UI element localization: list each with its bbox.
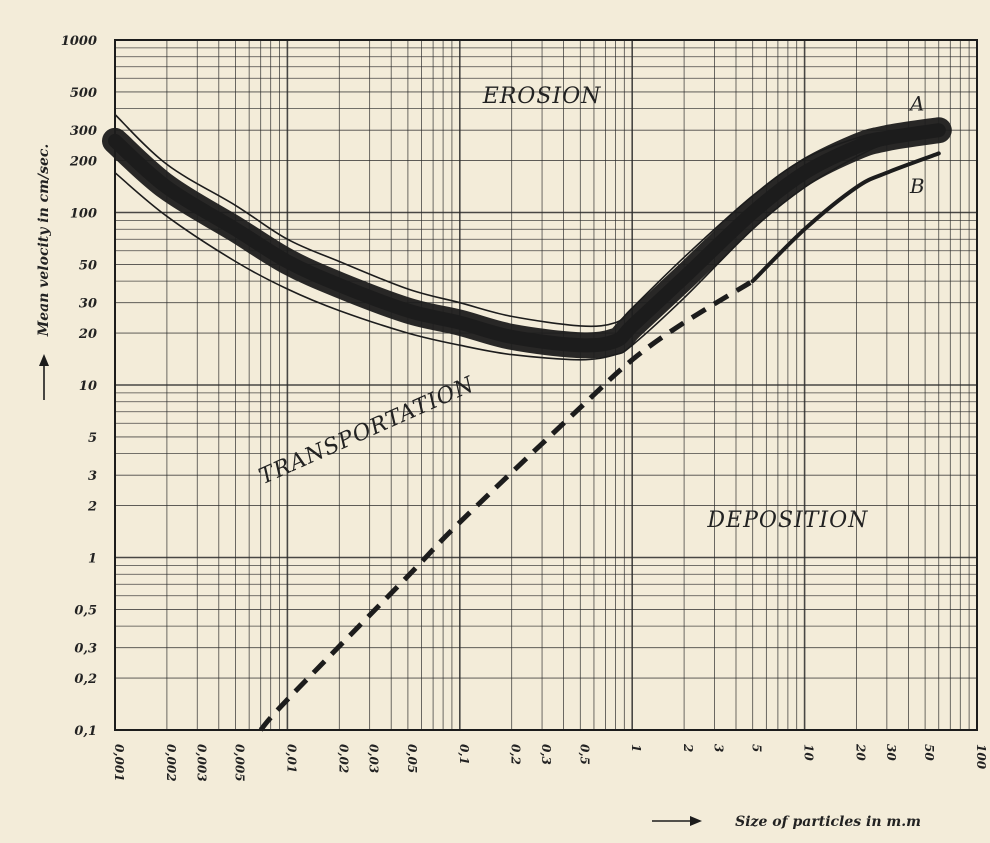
y-tick-label: 1000 [61, 34, 97, 49]
y-tick-label: 0,3 [74, 642, 97, 657]
y-tick-label: 5 [88, 431, 97, 446]
x-tick-label: 0,001 [112, 744, 126, 782]
plot-frame [114, 39, 978, 731]
x-tick-label: 0,003 [194, 744, 208, 782]
y-tick-label: 200 [69, 155, 97, 170]
x-tick-label: 5 [750, 744, 764, 752]
x-tick-label: 0,1 [457, 744, 471, 765]
y-axis-arrowhead [39, 354, 49, 366]
y-tick-label: 30 [79, 297, 97, 312]
y-tick-label: 20 [78, 327, 97, 342]
y-tick-label: 500 [70, 86, 97, 101]
x-tick-label: 0,03 [367, 744, 381, 773]
y-tick-label: 300 [70, 124, 97, 139]
curve-label: A [908, 92, 924, 116]
y-tick-label: 50 [79, 258, 97, 273]
y-tick-label: 100 [70, 207, 97, 222]
x-tick-label: 10 [802, 744, 816, 761]
grid-layer [114, 39, 978, 731]
y-tick-label: 0,5 [74, 603, 97, 618]
x-tick-label: 30 [884, 744, 898, 761]
x-tick-label: 0,005 [233, 744, 247, 782]
region-label: TRANSPORTATION [255, 372, 478, 490]
x-tick-label: 20 [853, 743, 867, 761]
y-tick-label: 3 [88, 469, 97, 484]
x-tick-label: 0,05 [405, 744, 419, 773]
x-axis-title: Size of particles in m.m [735, 814, 921, 830]
y-tick-label: 2 [87, 500, 97, 515]
x-tick-label: 0,2 [509, 744, 523, 765]
x-tick-label: 0,3 [539, 744, 553, 765]
series-layer [102, 113, 952, 732]
region-label: EROSION [482, 84, 602, 109]
y-tick-label: 10 [79, 379, 97, 394]
series-a-core [108, 123, 946, 353]
region-label: DEPOSITION [706, 508, 868, 533]
curve-label: B [909, 174, 925, 198]
x-tick-label: 0,01 [284, 744, 298, 773]
y-tick-label: 1 [88, 552, 97, 567]
x-axis-arrowhead [690, 816, 702, 826]
x-tick-label: 0,5 [577, 744, 591, 765]
y-tick-label: 0,1 [74, 724, 97, 739]
series-b-line [750, 151, 941, 284]
x-tick-label: 100 [974, 744, 988, 770]
x-tick-label: 0,02 [336, 744, 350, 773]
y-axis-title: Mean velocity in cm/sec. [36, 144, 52, 338]
x-tick-label: 0,002 [164, 744, 178, 782]
y-tick-label: 0,2 [74, 672, 97, 687]
x-tick-label: 3 [711, 744, 725, 752]
x-tick-label: 50 [922, 744, 936, 761]
x-tick-label: 1 [629, 744, 643, 752]
x-tick-label: 2 [681, 743, 695, 752]
